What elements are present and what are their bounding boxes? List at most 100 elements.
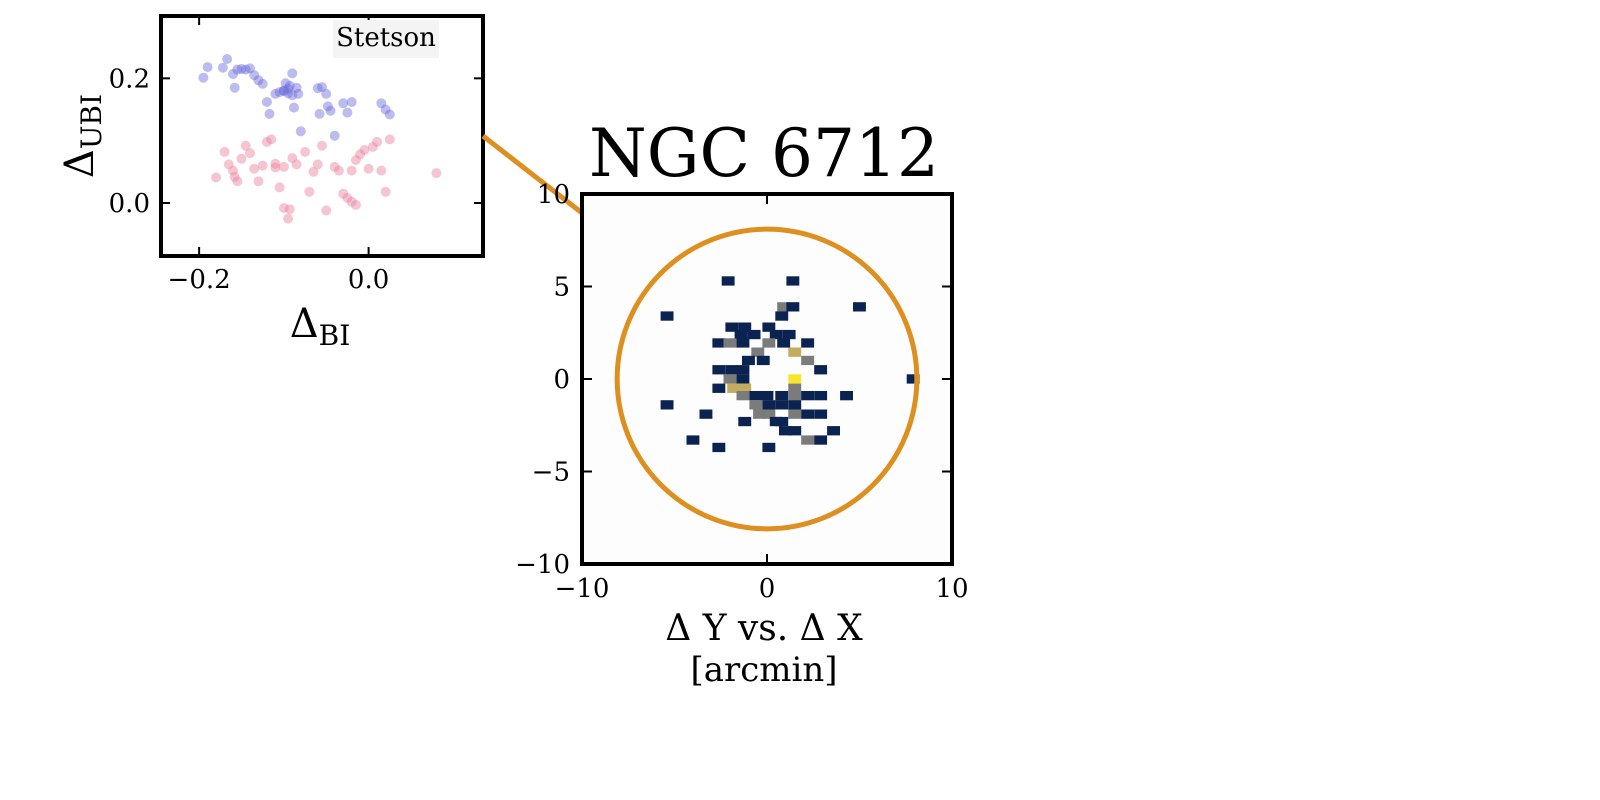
inset-point-s1-21: [300, 146, 311, 157]
inset-point-s0-6: [232, 64, 243, 75]
heatmap-background: [582, 194, 952, 564]
heatmap-cell-7: [725, 322, 739, 332]
inset-point-s0-15: [270, 88, 281, 99]
heatmap-cell-29: [723, 374, 737, 384]
inset-point-s1-20: [291, 159, 302, 170]
inset-point-s0-26: [295, 126, 306, 137]
heatmap-cell-10: [734, 329, 748, 340]
main-chart-title: NGC 6712: [589, 115, 939, 192]
heatmap-cell-47: [762, 400, 776, 410]
heatmap-cell-25: [712, 365, 726, 375]
inset-ylabel-sub: UBI: [75, 94, 108, 149]
heatmap-cell-52: [762, 409, 776, 419]
inset-point-s0-25: [287, 68, 298, 79]
inset-point-s1-4: [229, 171, 240, 182]
inset-xlabel-sub: BI: [319, 319, 351, 352]
inset-point-s1-17: [283, 213, 294, 224]
inset-point-s1-23: [308, 166, 319, 177]
inset-point-s1-35: [363, 163, 374, 174]
heatmap-cell-9: [762, 322, 776, 332]
heatmap-cell-56: [738, 416, 752, 427]
heatmap-cell-14: [712, 338, 726, 348]
heatmap-cell-39: [760, 391, 774, 401]
heatmap-cell-33: [712, 383, 726, 393]
inset-point-s1-18: [284, 204, 295, 215]
heatmap-cell-11: [747, 329, 761, 340]
inset-point-s0-31: [325, 105, 336, 116]
inset-point-s1-24: [312, 159, 323, 170]
heatmap-cell-4: [853, 302, 866, 312]
inset-point-s0-13: [261, 97, 272, 107]
heatmap-cell-19: [801, 338, 815, 348]
inset-xtick-label-0: −0.2: [168, 265, 231, 295]
inset-point-s1-11: [257, 160, 268, 171]
inset-ylabel-delta: Δ: [57, 149, 103, 178]
heatmap-cell-2: [777, 302, 791, 312]
heatmap-cell-65: [712, 442, 726, 453]
inset-point-s1-9: [249, 163, 260, 174]
heatmap-cell-0: [721, 276, 735, 286]
inset-point-s1-30: [342, 193, 353, 203]
inset-point-s0-3: [222, 54, 233, 64]
heatmap-cell-41: [788, 391, 802, 401]
inset-point-s1-45: [270, 158, 281, 169]
inset-point-s0-38: [380, 104, 391, 115]
inset-point-s0-8: [240, 64, 251, 75]
inset-point-s0-0: [198, 72, 209, 83]
inset-point-s0-12: [257, 78, 268, 89]
heatmap-cell-6: [775, 311, 789, 321]
inset-point-s1-34: [359, 145, 370, 155]
inset-point-s1-28: [333, 165, 344, 176]
inset-point-s1-25: [317, 140, 327, 151]
main-ytick-label-2: 0: [553, 365, 570, 395]
main-xtick-label-0: −10: [555, 574, 610, 604]
main-xtick-label-1: 0: [759, 574, 776, 604]
heatmap-cell-35: [738, 383, 752, 393]
inset-point-s0-20: [284, 80, 295, 91]
inset-point-s0-17: [278, 85, 289, 96]
inset-point-s1-32: [350, 155, 361, 165]
inset-point-s0-7: [236, 64, 247, 74]
heatmap-cell-43: [814, 391, 828, 401]
heatmap-cell-28: [814, 365, 828, 375]
heatmap-cell-66: [762, 442, 776, 453]
stetson-inset-chart: −0.2 0.00.00.2 Stetson ΔBI ΔUBI: [57, 14, 485, 352]
heatmap-cell-50: [699, 409, 713, 419]
inset-x-axis-label: ΔBI: [290, 301, 351, 352]
inset-point-s0-30: [322, 101, 333, 112]
heatmap-cell-55: [814, 409, 828, 419]
field-of-view-circle: [614, 226, 920, 532]
heatmap-cell-3: [786, 302, 800, 312]
heatmap-cell-45: [660, 400, 674, 410]
inset-point-s0-29: [314, 108, 325, 119]
inset-point-s0-35: [346, 97, 357, 107]
inset-point-s0-32: [329, 130, 340, 141]
heatmap-cell-26: [725, 365, 739, 375]
heatmap-cell-1: [786, 276, 800, 286]
main-ytick-label-1: −5: [532, 458, 570, 488]
inset-point-s0-33: [338, 98, 349, 109]
heatmap-cell-38: [749, 391, 763, 401]
inset-point-s0-16: [274, 87, 285, 98]
inset-point-s1-8: [245, 148, 255, 159]
main-ytick-label-0: −10: [515, 550, 570, 580]
heatmap-cell-42: [801, 391, 815, 401]
inset-point-s1-41: [431, 168, 442, 179]
ngc6712-heatmap-chart: NGC 6712 −10 0 10 −10 −5 0 5 10 Δ Y vs. Δ X [ar…: [515, 115, 968, 690]
inset-point-s1-3: [228, 165, 238, 176]
inset-point-s0-19: [283, 88, 294, 99]
inset-point-s0-1: [202, 62, 213, 73]
heatmap-cell-22: [742, 355, 755, 366]
heatmap-cell-37: [736, 391, 750, 401]
main-x-axis-units: [arcmin]: [690, 650, 837, 690]
inset-point-s0-40: [278, 85, 289, 96]
inset-point-s1-22: [304, 186, 315, 197]
heatmap-cell-23: [756, 355, 770, 366]
heatmap-cell-16: [736, 338, 750, 348]
inset-point-s1-27: [329, 161, 340, 172]
inset-point-s1-37: [372, 136, 383, 147]
heatmap-cell-32: [906, 374, 920, 384]
heatmap-cell-62: [686, 435, 700, 445]
inset-point-s1-43: [350, 199, 361, 210]
inset-point-s0-37: [376, 98, 387, 109]
